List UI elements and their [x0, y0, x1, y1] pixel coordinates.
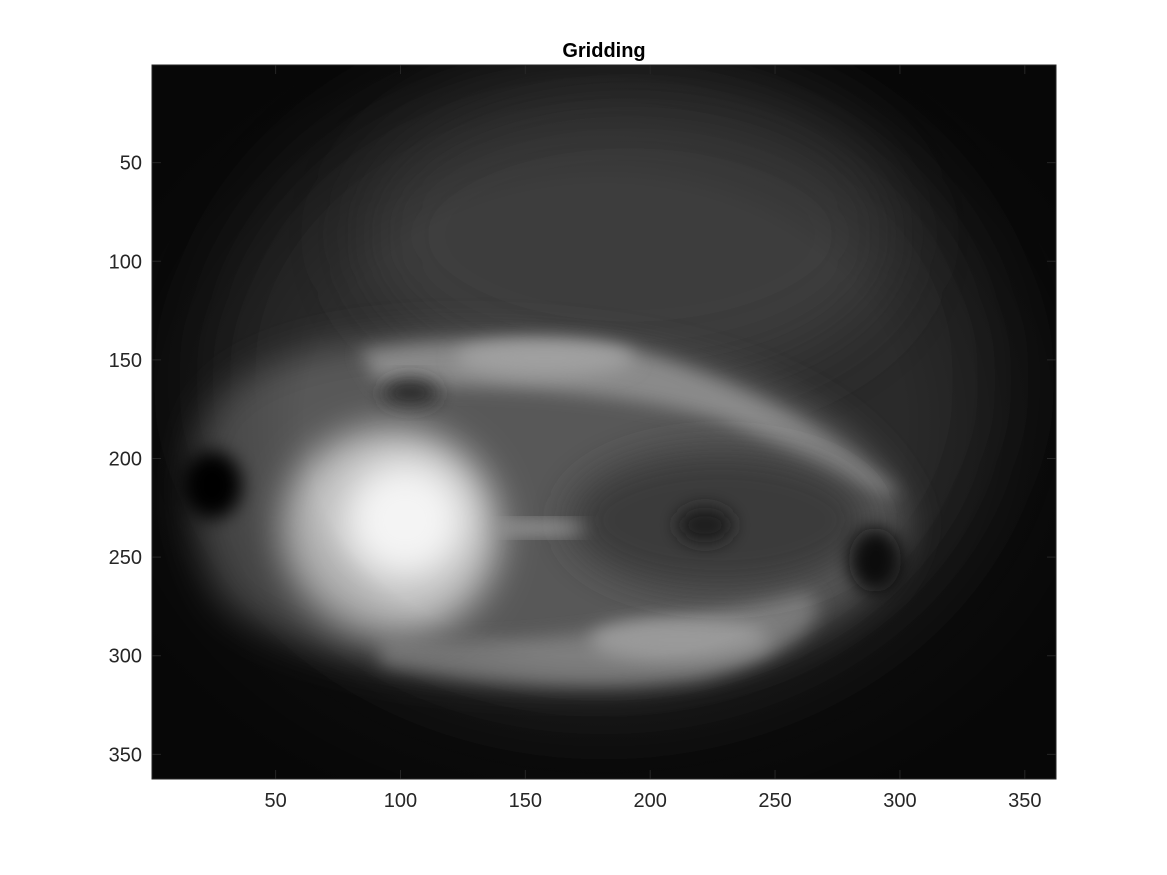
y-tick-label: 250	[109, 547, 142, 569]
plot-frame	[151, 64, 1057, 780]
y-tick-label: 100	[109, 251, 142, 273]
x-tick-label: 300	[883, 790, 916, 812]
heatmap-image	[152, 65, 1056, 779]
x-tick-label: 150	[509, 790, 542, 812]
y-tick-label: 50	[120, 153, 142, 175]
y-tick-label: 350	[109, 744, 142, 766]
y-axis: 50 100 150 200 250 300 350	[109, 153, 1056, 766]
y-tick-label: 150	[109, 350, 142, 372]
x-tick-label: 250	[758, 790, 791, 812]
y-tick-label: 300	[109, 646, 142, 668]
chart-title: Gridding	[562, 40, 645, 62]
x-tick-label: 100	[384, 790, 417, 812]
y-tick-label: 200	[109, 448, 142, 470]
vignette	[152, 65, 1056, 779]
x-tick-label: 350	[1008, 790, 1041, 812]
x-tick-label: 200	[634, 790, 667, 812]
x-axis: 50 100 150 200 250 300 350	[264, 65, 1041, 812]
x-tick-label: 50	[264, 790, 286, 812]
